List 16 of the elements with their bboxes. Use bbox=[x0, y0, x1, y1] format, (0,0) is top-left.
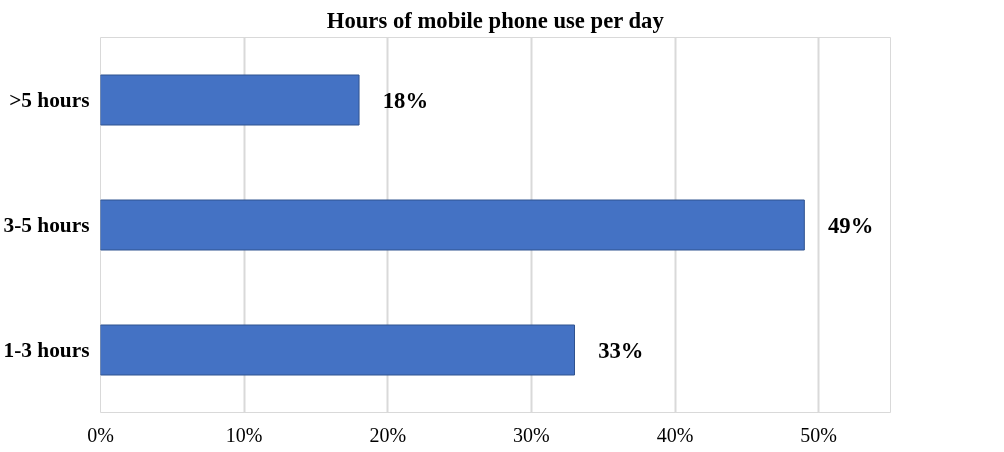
bar bbox=[100, 74, 360, 126]
x-tick-label: 0% bbox=[87, 423, 114, 446]
x-tick-label: 50% bbox=[800, 423, 838, 446]
y-tick-label: 1-3 hours bbox=[3, 338, 90, 362]
bar bbox=[100, 324, 575, 376]
x-tick-label: 40% bbox=[656, 423, 694, 446]
data-label: 33% bbox=[598, 337, 644, 363]
y-tick-label: >5 hours bbox=[9, 88, 90, 112]
y-tick-label: 3-5 hours bbox=[3, 213, 90, 237]
data-label: 18% bbox=[382, 87, 429, 113]
chart-title: Hours of mobile phone use per day bbox=[326, 7, 665, 33]
bar bbox=[100, 199, 805, 251]
x-tick-label: 10% bbox=[225, 423, 263, 446]
x-tick-label: 30% bbox=[513, 423, 550, 446]
data-label: 49% bbox=[828, 212, 874, 238]
x-tick-label: 20% bbox=[369, 423, 407, 446]
